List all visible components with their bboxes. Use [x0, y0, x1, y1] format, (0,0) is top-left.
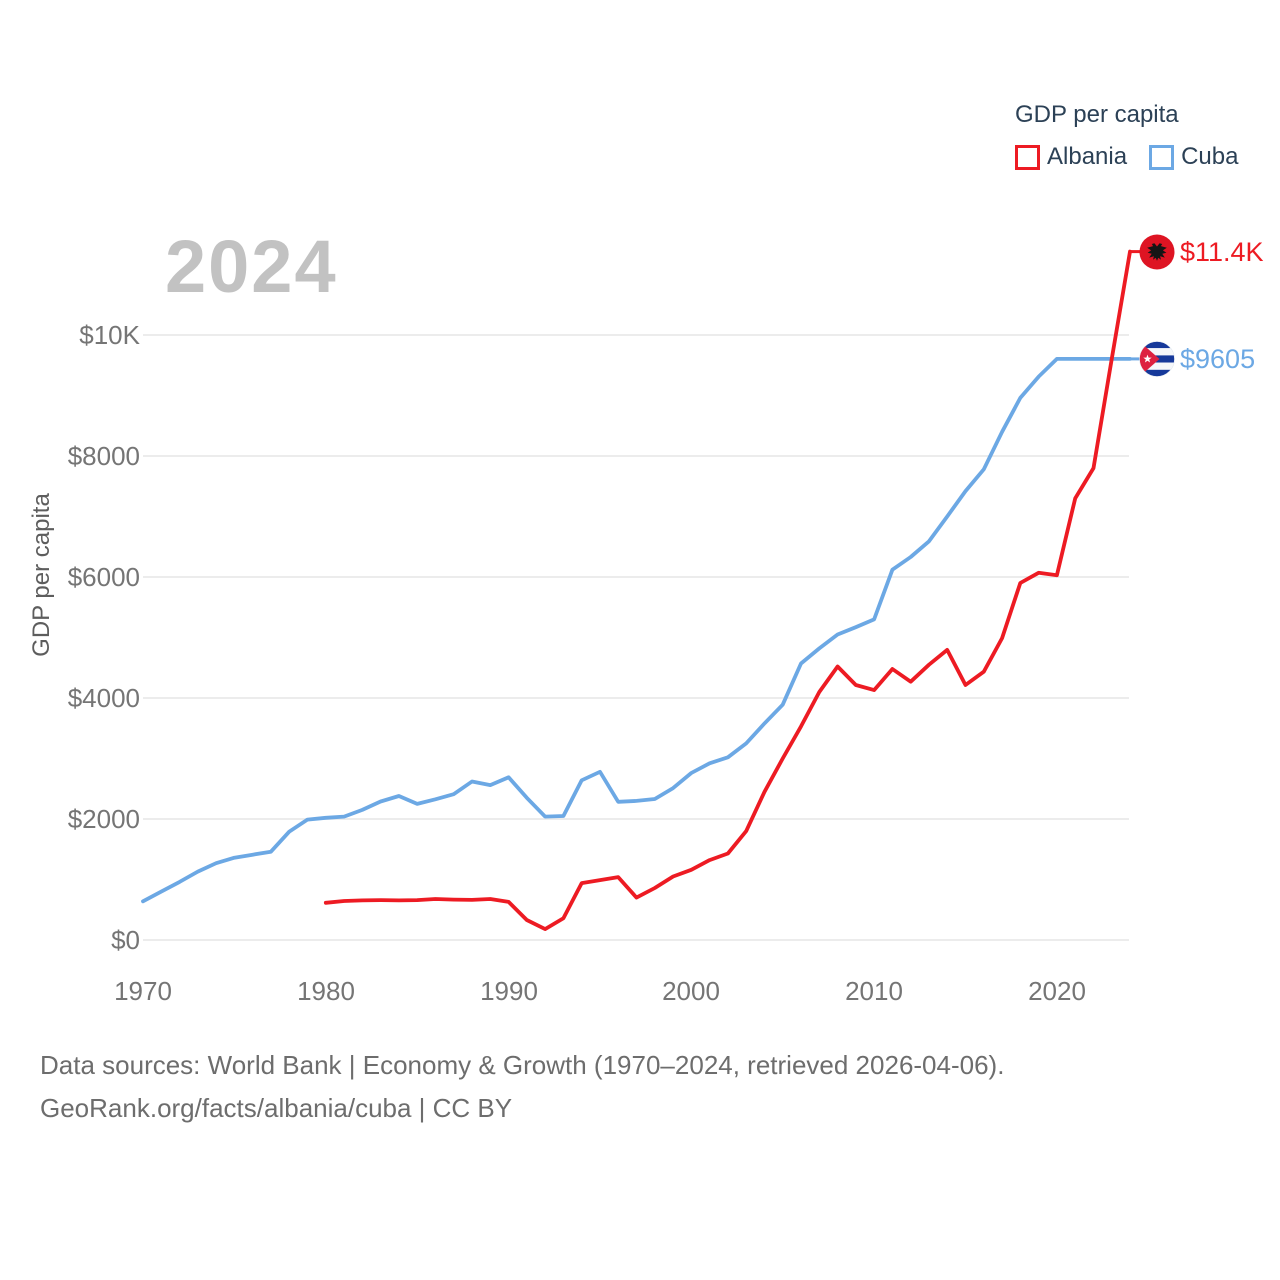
legend-title: GDP per capita	[1015, 101, 1179, 128]
y-tick-label: $10K	[79, 320, 140, 350]
y-tick-label: $2000	[67, 804, 140, 834]
x-tick-label: 2000	[662, 976, 720, 1006]
legend-item-albania[interactable]: Albania	[1015, 143, 1127, 171]
footer-attribution-line: GeoRank.org/facts/albania/cuba | CC BY	[40, 1093, 513, 1123]
year-watermark: 2024	[165, 225, 338, 308]
x-tick-label: 1970	[114, 976, 172, 1006]
albania-flag-icon	[1139, 234, 1175, 270]
end-label-albania: $11.4K	[1139, 234, 1264, 270]
legend-swatch-albania	[1015, 144, 1040, 170]
legend: GDP per capita Albania Cuba	[1015, 102, 1238, 171]
end-value-albania: $11.4K	[1180, 236, 1264, 267]
legend-item-cuba[interactable]: Cuba	[1149, 143, 1238, 171]
x-tick-label: 2020	[1028, 976, 1086, 1006]
y-tick-label: $4000	[67, 683, 140, 713]
legend-row: Albania Cuba	[1015, 143, 1238, 171]
y-tick-label: $6000	[67, 562, 140, 592]
end-value-cuba: $9605	[1180, 343, 1256, 374]
cuba-flag-icon	[1139, 341, 1175, 377]
footer: Data sources: World Bank | Economy & Gro…	[40, 1044, 1004, 1130]
legend-swatch-cuba	[1149, 144, 1175, 170]
series-line-cuba[interactable]	[141, 356, 1132, 904]
legend-label: Albania	[1047, 143, 1128, 170]
x-tick-label: 1980	[297, 976, 355, 1006]
series-line-albania[interactable]	[323, 249, 1132, 931]
legend-label: Cuba	[1181, 143, 1239, 170]
footer-source-line: Data sources: World Bank | Economy & Gro…	[40, 1050, 1005, 1080]
x-tick-label: 2010	[845, 976, 903, 1006]
y-tick-label: $8000	[67, 441, 140, 471]
end-label-cuba: $9605	[1139, 341, 1255, 377]
x-tick-label: 1990	[480, 976, 538, 1006]
y-tick-label: $0	[111, 925, 140, 955]
